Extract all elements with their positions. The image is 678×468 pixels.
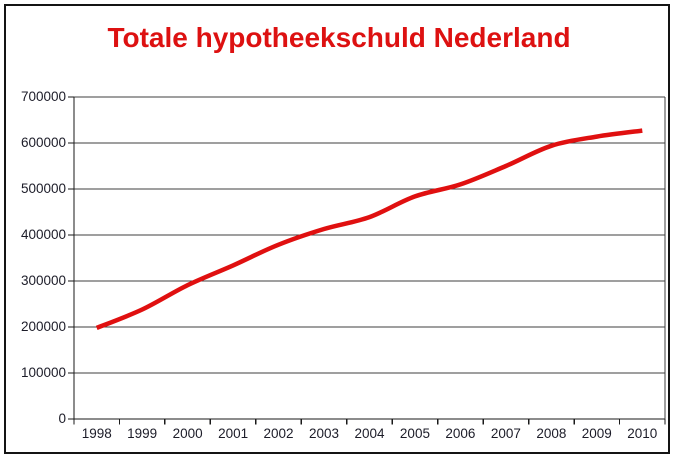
x-axis-label: 1998: [81, 426, 112, 441]
y-axis-label: 0: [58, 411, 66, 426]
y-axis-label: 200000: [20, 319, 66, 334]
x-axis-label: 2009: [581, 426, 612, 441]
mortgage-debt-line: [95, 128, 643, 330]
chart-title: Totale hypotheekschuld Nederland: [107, 22, 571, 53]
y-axis-label: 500000: [20, 181, 66, 196]
x-axis-label: 1999: [127, 426, 158, 441]
x-axis-label: 2006: [445, 426, 476, 441]
x-axis-label: 2000: [172, 426, 203, 441]
x-axis-label: 2007: [490, 426, 521, 441]
axes: [68, 96, 666, 425]
x-axis-label: 2010: [627, 426, 658, 441]
x-axis-label: 2002: [263, 426, 294, 441]
chart-frame: [4, 4, 670, 454]
x-axis-label: 2008: [536, 426, 567, 441]
x-axis-label: 2004: [354, 426, 385, 441]
x-axis-label: 2003: [309, 426, 340, 441]
y-axis-label: 400000: [20, 227, 66, 242]
y-axis-label: 300000: [20, 273, 66, 288]
x-axis-label: 2001: [218, 426, 249, 441]
y-axis-label: 600000: [20, 135, 66, 150]
y-axis-label: 700000: [20, 89, 66, 104]
x-axis-label: 2005: [399, 426, 430, 441]
y-axis-label: 100000: [20, 365, 66, 380]
